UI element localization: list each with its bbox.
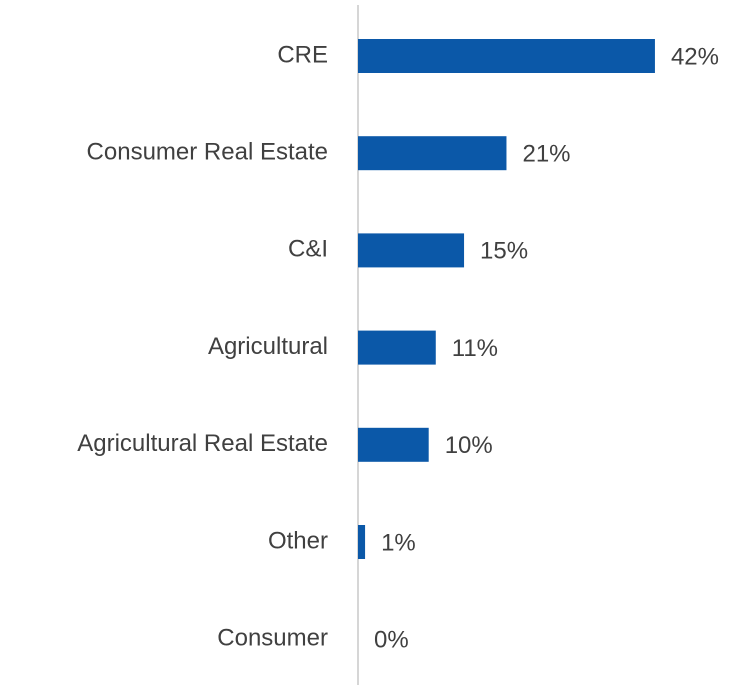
value-label: 15% bbox=[480, 238, 528, 265]
category-label: Consumer bbox=[217, 625, 328, 652]
value-label: 1% bbox=[381, 529, 416, 556]
value-label: 0% bbox=[374, 627, 409, 654]
category-label: Consumer Real Estate bbox=[87, 139, 328, 166]
bar bbox=[358, 233, 465, 268]
value-label: 11% bbox=[452, 335, 498, 362]
bar bbox=[358, 525, 366, 559]
value-label: 10% bbox=[445, 432, 493, 459]
category-label: CRE bbox=[277, 41, 328, 68]
bar bbox=[358, 427, 429, 462]
category-label: C&I bbox=[288, 236, 328, 263]
bar bbox=[358, 330, 436, 365]
bar bbox=[358, 136, 507, 171]
category-label: Agricultural Real Estate bbox=[77, 430, 328, 457]
category-label: Agricultural bbox=[208, 333, 328, 360]
value-label: 42% bbox=[671, 43, 719, 70]
bar bbox=[358, 39, 655, 73]
value-label: 21% bbox=[522, 141, 570, 168]
category-label: Other bbox=[268, 527, 328, 554]
